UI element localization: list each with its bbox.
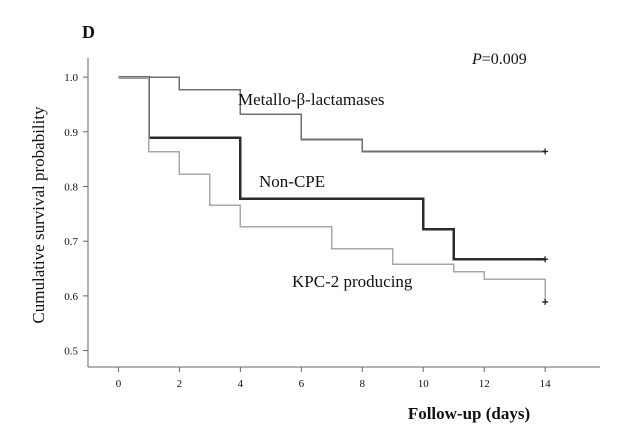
x-tick-label: 6 bbox=[299, 378, 305, 390]
censor-mark bbox=[542, 148, 549, 155]
y-tick-label: 0.7 bbox=[64, 236, 78, 248]
x-tick-label: 8 bbox=[360, 378, 366, 390]
y-tick-label: 0.6 bbox=[64, 291, 78, 303]
series-layer bbox=[118, 75, 546, 302]
x-axis-label: Follow-up (days) bbox=[408, 404, 530, 423]
y-tick-label: 0.8 bbox=[64, 182, 78, 194]
y-tick-label: 1.0 bbox=[64, 72, 78, 84]
series-label-kpc2: KPC-2 producing bbox=[292, 272, 413, 291]
x-tick-label: 2 bbox=[177, 378, 183, 390]
survival-step-line bbox=[118, 76, 546, 153]
x-tick-label: 0 bbox=[116, 378, 122, 390]
series-label-non-cpe: Non-CPE bbox=[259, 172, 325, 191]
p-value-number: =0.009 bbox=[482, 51, 527, 68]
x-ticks: 0 2 4 6 8 10 12 14 bbox=[116, 367, 551, 390]
x-tick-label: 14 bbox=[540, 378, 552, 390]
censor-marks bbox=[542, 148, 549, 305]
x-tick-label: 12 bbox=[479, 378, 490, 390]
p-value: P=0.009 bbox=[471, 51, 527, 68]
x-tick-label: 10 bbox=[418, 378, 430, 390]
censor-mark bbox=[542, 298, 549, 305]
censor-mark bbox=[542, 256, 549, 263]
x-tick-label: 4 bbox=[238, 378, 244, 390]
panel-label: D bbox=[82, 22, 95, 42]
y-ticks: 0.5 0.6 0.7 0.8 0.9 1.0 bbox=[64, 72, 88, 358]
y-axis-label: Cumulative survival probability bbox=[29, 106, 48, 324]
y-tick-label: 0.9 bbox=[64, 127, 78, 139]
survival-step-line bbox=[118, 76, 546, 302]
series-label-metallo: Metallo-β-lactamases bbox=[238, 90, 384, 109]
p-value-symbol: P bbox=[471, 51, 482, 68]
y-tick-label: 0.5 bbox=[64, 346, 78, 358]
